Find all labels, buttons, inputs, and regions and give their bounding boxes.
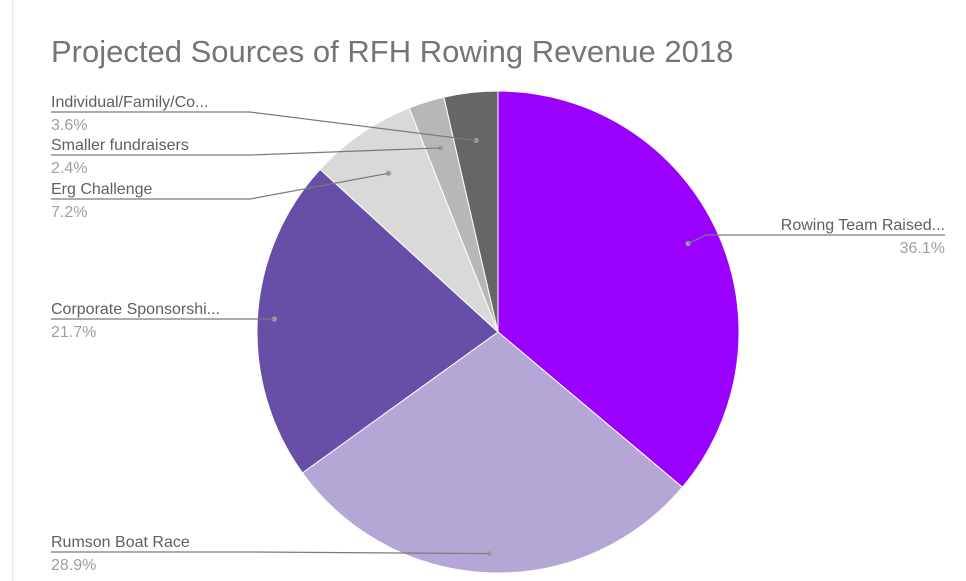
- slice-label-4: Erg Challenge: [51, 181, 153, 198]
- chart-title: Projected Sources of RFH Rowing Revenue …: [51, 34, 734, 69]
- slice-label-6: Individual/Family/Co...: [51, 94, 208, 111]
- leader-line-6: [51, 111, 477, 142]
- leader-dot-5: [438, 145, 444, 151]
- leader-line-2: [51, 551, 490, 555]
- slice-value-5: 2.4%: [51, 160, 87, 177]
- leader-line-5: [51, 147, 441, 156]
- pie-slice-3: [256, 168, 499, 474]
- leader-line-1: [687, 234, 945, 245]
- leader-line-4: [51, 172, 389, 200]
- pie-slice-2: [301, 331, 684, 574]
- slice-value-4: 7.2%: [51, 204, 87, 221]
- leader-dot-4: [385, 170, 392, 176]
- slice-value-3: 21.7%: [51, 324, 96, 341]
- pie-slice-4: [319, 107, 499, 333]
- slice-value-2: 28.9%: [51, 557, 96, 574]
- pie-slice-6: [443, 90, 499, 333]
- slice-label-5: Smaller fundraisers: [51, 137, 189, 154]
- pie-slice-1: [497, 90, 740, 488]
- slice-value-1: 36.1%: [900, 240, 945, 257]
- slice-label-3: Corporate Sponsorshi...: [51, 301, 220, 318]
- slice-label-2: Rumson Boat Race: [51, 534, 190, 551]
- slice-label-1: Rowing Team Raised...: [781, 217, 945, 234]
- slice-value-6: 3.6%: [51, 117, 87, 134]
- left-ruler: [0, 0, 13, 581]
